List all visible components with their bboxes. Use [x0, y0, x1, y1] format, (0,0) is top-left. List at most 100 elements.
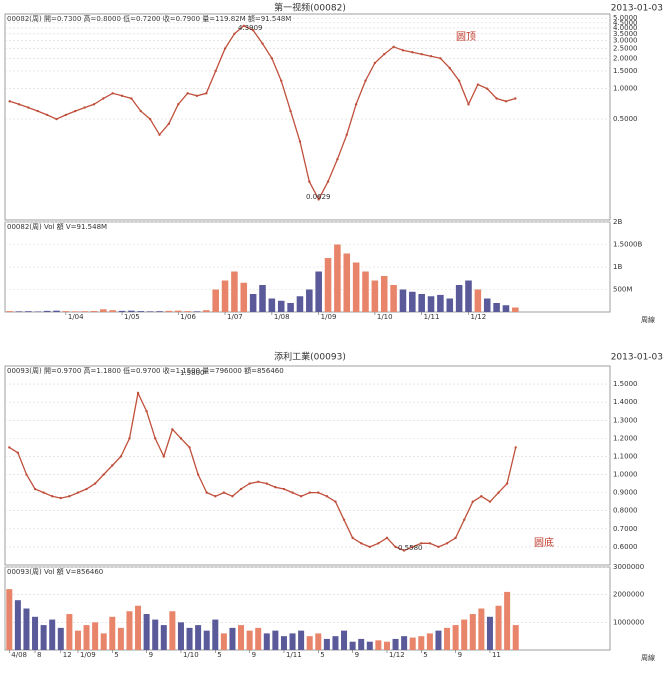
- volume-bar: [461, 619, 468, 650]
- pane: [4, 13, 611, 221]
- annotation: 0.0629: [306, 193, 331, 201]
- y-tick-label: 1.4000: [613, 398, 638, 406]
- price-point: [342, 518, 346, 521]
- volume-bar: [375, 640, 382, 650]
- price-point: [394, 545, 397, 549]
- volume-bar: [109, 616, 116, 650]
- price-point: [445, 542, 449, 545]
- volume-bar: [474, 289, 482, 312]
- pane-info: 00082(周) 開=0.7300 高=0.8000 低=0.7200 收=0.…: [7, 14, 291, 23]
- volume-bar: [306, 636, 313, 650]
- price-point: [265, 482, 268, 485]
- price-point: [148, 117, 152, 121]
- volume-bar: [341, 630, 348, 650]
- price-point: [179, 437, 183, 440]
- x-tick-label: 1/07: [227, 313, 243, 321]
- volume-bar: [118, 310, 126, 312]
- volume-bar: [74, 630, 81, 650]
- volume-bar: [315, 271, 322, 312]
- volume-bar: [371, 280, 379, 312]
- volume-bar: [43, 310, 51, 312]
- price-point: [102, 97, 105, 100]
- volume-bar: [512, 625, 519, 650]
- volume-bar: [177, 622, 184, 650]
- y-tick-label: 0.8000: [613, 507, 638, 515]
- price-point: [42, 491, 45, 494]
- y-tick-label: 2000000: [613, 591, 644, 599]
- volume-bar: [427, 296, 435, 312]
- price-point: [231, 495, 234, 498]
- volume-bar: [315, 633, 322, 650]
- x-tick-label: 1/10: [377, 313, 393, 321]
- pane: [4, 365, 611, 566]
- price-point: [308, 180, 311, 183]
- price-point: [354, 103, 358, 106]
- x-tick-label: 8: [37, 651, 41, 659]
- price-point: [373, 61, 377, 65]
- y-tick-label: 1.1000: [613, 452, 638, 460]
- price-point: [188, 446, 191, 449]
- volume-bar: [383, 641, 390, 650]
- volume-bar: [455, 285, 463, 312]
- volume-bar: [504, 591, 511, 650]
- volume-bar: [426, 633, 433, 650]
- volume-bar: [280, 636, 287, 650]
- price-point: [270, 57, 274, 60]
- price-point: [119, 455, 123, 458]
- price-point: [505, 482, 509, 485]
- volume-bar: [380, 276, 388, 312]
- footer: 周線: [641, 315, 655, 324]
- price-point: [504, 100, 508, 103]
- volume-bar: [255, 627, 262, 650]
- annotation: 1.5800: [180, 369, 205, 377]
- price-point: [139, 109, 142, 113]
- price-point: [36, 109, 39, 113]
- price-point: [463, 518, 466, 521]
- price-point: [171, 428, 174, 431]
- volume-bar: [193, 311, 201, 312]
- volume-bar: [366, 641, 373, 650]
- volume-bar: [117, 627, 124, 650]
- y-tick-label: 2B: [613, 218, 622, 226]
- price-point: [488, 500, 492, 503]
- price-point: [130, 97, 133, 100]
- price-point: [111, 464, 114, 467]
- chart-date: 2013-01-03: [611, 353, 663, 363]
- price-point: [93, 482, 97, 485]
- volume-bar: [306, 289, 313, 312]
- y-tick-label: 1000000: [613, 618, 644, 626]
- volume-bar: [34, 311, 42, 312]
- x-tick-label: 5: [114, 651, 118, 659]
- pane-info: 00082(周) Vol 額 V=91.548M: [7, 222, 107, 231]
- price-point: [177, 103, 180, 106]
- x-tick-label: 1/05: [124, 313, 140, 321]
- price-point: [33, 487, 37, 491]
- volume-bar: [66, 614, 73, 650]
- volume-bar: [390, 285, 397, 312]
- y-tick-label: 1.3000: [613, 416, 638, 424]
- price-point: [205, 92, 208, 95]
- x-tick-label: 1/04: [68, 313, 84, 321]
- price-point: [242, 24, 245, 28]
- volume-bar: [152, 619, 159, 650]
- volume-bar: [203, 630, 210, 650]
- volume-bar: [362, 271, 369, 312]
- price-point: [345, 133, 348, 136]
- price-point: [420, 542, 423, 545]
- volume-bar: [268, 298, 276, 312]
- x-tick-label: 12: [63, 651, 72, 659]
- volume-bar: [14, 600, 21, 650]
- price-point: [186, 92, 189, 95]
- price-point: [128, 437, 131, 440]
- price-point: [383, 52, 386, 56]
- volume-bar: [212, 289, 219, 312]
- y-tick-label: 1.2000: [613, 434, 638, 442]
- y-tick-label: 2.5000: [613, 45, 638, 53]
- volume-bar: [444, 627, 451, 650]
- volume-bar: [249, 294, 257, 312]
- volume-bar: [334, 244, 341, 312]
- price-point: [59, 496, 62, 500]
- price-point: [437, 545, 440, 549]
- volume-bar: [259, 285, 266, 312]
